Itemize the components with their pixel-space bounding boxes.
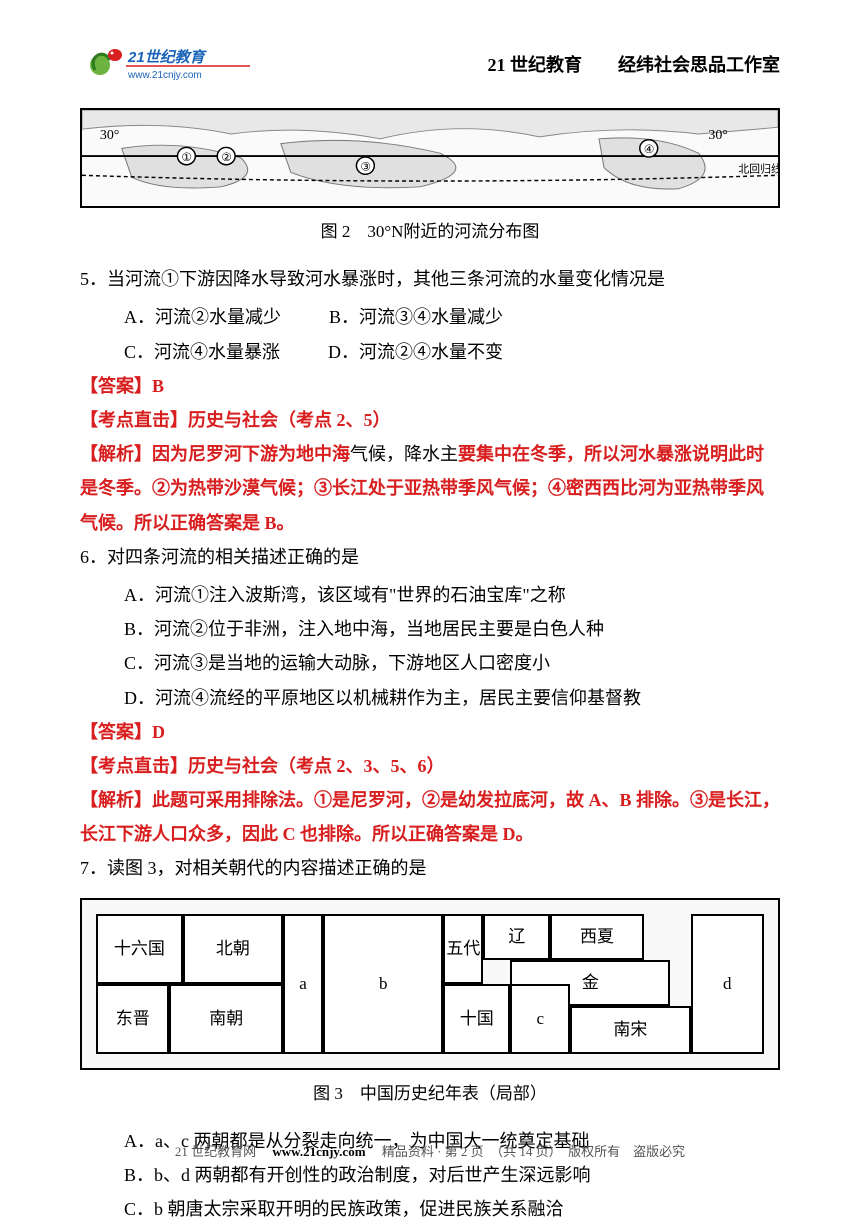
footer-left: 21 世纪教育网 xyxy=(175,1144,256,1159)
world-map-svg: 30° 30° 北回归线 ① ② ③ ④ xyxy=(82,110,778,206)
q5-option-c: C．河流④水量暴涨 xyxy=(124,335,280,369)
cell-shiguo: 十国 xyxy=(443,984,510,1054)
q6-option-a: A．河流①注入波斯湾，该区域有"世界的石油宝库"之称 xyxy=(124,578,780,612)
q6-kaodian: 【考点直击】历史与社会（考点 2、3、5、6） xyxy=(80,749,780,783)
q5-option-d: D．河流②④水量不变 xyxy=(328,335,503,369)
q5-analysis: 【解析】因为尼罗河下游为地中海气候，降水主要集中在冬季，所以河水暴涨说明此时是冬… xyxy=(80,437,780,540)
q6-option-c: C．河流③是当地的运输大动脉，下游地区人口密度小 xyxy=(124,646,780,680)
question-5-stem: 5．当河流①下游因降水导致河水暴涨时，其他三条河流的水量变化情况是 xyxy=(80,262,780,296)
cell-nansong: 南宋 xyxy=(570,1006,690,1054)
svg-text:①: ① xyxy=(181,151,192,164)
svg-text:②: ② xyxy=(221,151,232,164)
page-footer: 21 世纪教育网 www.21cnjy.com 精品资料 · 第 2 页 （共 … xyxy=(0,1140,860,1165)
cell-wudai: 五代 xyxy=(443,914,483,984)
q5-answer: 【答案】B xyxy=(80,369,780,403)
svg-text:③: ③ xyxy=(360,161,371,174)
cell-b: b xyxy=(323,914,443,1054)
logo-icon: 21世纪教育 www.21cnjy.com xyxy=(80,40,260,90)
q6-option-d: D．河流④流经的平原地区以机械耕作为主，居民主要信仰基督教 xyxy=(124,681,780,715)
footer-mid: 精品资料 · 第 2 页 （共 14 页） 版权所有 盗版必究 xyxy=(382,1144,685,1159)
cell-liao: 辽 xyxy=(483,914,550,960)
cell-d: d xyxy=(691,914,764,1054)
q5-option-b: B．河流③④水量减少 xyxy=(329,300,503,334)
q6-option-b: B．河流②位于非洲，注入地中海，当地居民主要是白色人种 xyxy=(124,612,780,646)
logo: 21世纪教育 www.21cnjy.com xyxy=(80,40,260,90)
cell-dongjin: 东晋 xyxy=(96,984,169,1054)
svg-text:30°: 30° xyxy=(708,127,727,142)
question-6-stem: 6．对四条河流的相关描述正确的是 xyxy=(80,540,780,574)
svg-text:www.21cnjy.com: www.21cnjy.com xyxy=(127,70,202,81)
svg-text:④: ④ xyxy=(644,143,655,156)
q6-answer: 【答案】D xyxy=(80,715,780,749)
q5-option-a: A．河流②水量减少 xyxy=(124,300,281,334)
footer-site: www.21cnjy.com xyxy=(272,1144,365,1159)
svg-text:21世纪教育: 21世纪教育 xyxy=(127,48,208,66)
question-7-stem: 7．读图 3，对相关朝代的内容描述正确的是 xyxy=(80,851,780,885)
svg-text:北回归线: 北回归线 xyxy=(738,163,778,176)
cell-xixia: 西夏 xyxy=(550,914,644,960)
q5-kaodian: 【考点直击】历史与社会（考点 2、5） xyxy=(80,403,780,437)
q6-analysis: 【解析】此题可采用排除法。①是尼罗河，②是幼发拉底河，故 A、B 排除。③是长江… xyxy=(80,783,780,851)
header-title: 21 世纪教育 经纬社会思品工作室 xyxy=(488,48,781,82)
figure-3-caption: 图 3 中国历史纪年表（局部） xyxy=(80,1078,780,1110)
figure-3-timeline: 十六国 北朝 东晋 南朝 a b 五代 十国 辽 西夏 金 c 南宋 d xyxy=(80,898,780,1070)
question-6-options: A．河流①注入波斯湾，该区域有"世界的石油宝库"之称 B．河流②位于非洲，注入地… xyxy=(80,578,780,715)
cell-shiliuguo: 十六国 xyxy=(96,914,183,984)
cell-a: a xyxy=(283,914,323,1054)
cell-c: c xyxy=(510,984,570,1054)
figure-2-caption: 图 2 30°N附近的河流分布图 xyxy=(80,216,780,248)
q5-analysis-black: 气候，降水主 xyxy=(350,444,458,464)
page-header: 21世纪教育 www.21cnjy.com 21 世纪教育 经纬社会思品工作室 xyxy=(80,40,780,90)
question-5-options: A．河流②水量减少 B．河流③④水量减少 C．河流④水量暴涨 D．河流②④水量不… xyxy=(80,300,780,368)
cell-beichao: 北朝 xyxy=(183,914,283,984)
q7-option-c: C．b 朝唐太宗采取开明的民族政策，促进民族关系融洽 xyxy=(124,1192,780,1226)
cell-nanchao: 南朝 xyxy=(169,984,283,1054)
q5-analysis-p1: 【解析】因为尼罗河下游为地中海 xyxy=(80,444,350,464)
svg-text:30°: 30° xyxy=(100,127,119,142)
figure-2-map: 30° 30° 北回归线 ① ② ③ ④ xyxy=(80,108,780,208)
